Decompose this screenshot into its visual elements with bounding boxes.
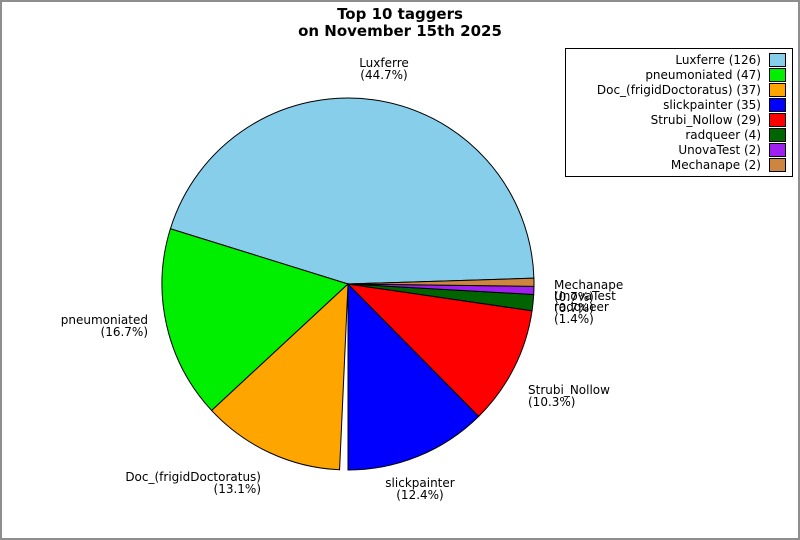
legend-rows: Luxferre (126) pneumoniated (47) Doc_(frig… (572, 53, 786, 172)
legend-label: Luxferre (126) (675, 53, 761, 68)
legend-label: slickpainter (35) (663, 98, 761, 113)
legend-item-slickpainter: slickpainter (35) (572, 98, 786, 113)
legend-label: UnovaTest (2) (678, 142, 761, 157)
pie-slice-Luxferre (169, 97, 535, 285)
legend-item-Strubi_Nollow: Strubi_Nollow (29) (572, 113, 786, 128)
legend-label: radqueer (4) (685, 127, 761, 142)
pie-slice-Mechanape (347, 277, 535, 287)
legend-swatch (769, 83, 786, 98)
pie-slice-Doc_(frigidDoctoratus) (210, 282, 349, 471)
legend-item-Mechanape: Mechanape (2) (572, 157, 786, 172)
chart-title-line1: Top 10 taggers (337, 5, 463, 23)
legend-item-UnovaTest: UnovaTest (2) (572, 142, 786, 157)
legend-label: Mechanape (2) (670, 157, 761, 172)
legend-item-radqueer: radqueer (4) (572, 127, 786, 142)
legend: Luxferre (126) pneumoniated (47) Doc_(frig… (565, 48, 793, 178)
chart-title: Top 10 taggers on November 15th 2025 (0, 6, 800, 40)
pie-slice-pneumoniated (161, 228, 349, 412)
legend-label: Doc_(frigidDoctoratus) (37) (596, 83, 761, 98)
legend-label: Strubi_Nollow (29) (650, 113, 761, 127)
legend-swatch (769, 53, 786, 68)
legend-item-Doc_(frigidDoctoratus): Doc_(frigidDoctoratus) (37) (572, 83, 786, 98)
legend-item-pneumoniated: pneumoniated (47) (572, 68, 786, 83)
legend-swatch (769, 157, 786, 172)
legend-swatch (769, 68, 786, 83)
legend-label: pneumoniated (47) (645, 68, 761, 83)
legend-item-Luxferre: Luxferre (126) (572, 53, 786, 68)
legend-swatch (769, 127, 786, 142)
legend-swatch (769, 113, 786, 127)
chart-title-line2: on November 15th 2025 (298, 22, 502, 40)
pie-slice-Strubi_Nollow (346, 283, 533, 418)
pie-slice-slickpainter (347, 282, 480, 471)
legend-swatch (769, 142, 786, 157)
legend-swatch (769, 98, 786, 113)
